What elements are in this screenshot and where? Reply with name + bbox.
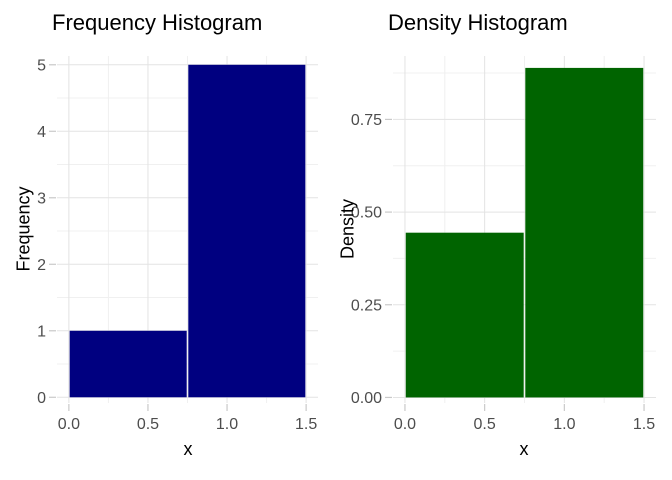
- x-tick-label: 1.0: [553, 416, 575, 433]
- y-tick-label: 5: [37, 57, 46, 74]
- histogram-bar: [405, 232, 524, 398]
- x-tick-label: 0.0: [394, 416, 416, 433]
- y-tick-label: 4: [37, 124, 46, 141]
- density-x-axis-title: x: [519, 439, 529, 459]
- y-tick-label: 0.75: [351, 112, 382, 129]
- x-tick-label: 0.5: [474, 416, 496, 433]
- x-tick-label: 1.0: [216, 416, 238, 433]
- x-tick-label: 1.5: [295, 416, 317, 433]
- y-tick-label: 2: [37, 257, 46, 274]
- y-tick-label: 3: [37, 190, 46, 207]
- histogram-bar: [188, 64, 306, 398]
- y-tick-label: 0.25: [351, 297, 382, 314]
- histogram-bar: [525, 67, 644, 398]
- density-y-axis-title: Density: [337, 198, 358, 260]
- x-tick-label: 1.5: [633, 416, 655, 433]
- y-tick-label: 0: [37, 390, 46, 407]
- frequency-y-axis-title: Frequency: [13, 186, 34, 272]
- density-chart-title: Density Histogram: [388, 10, 568, 35]
- y-tick-label: 1: [37, 323, 46, 340]
- y-tick-label: 0.00: [351, 390, 382, 407]
- y-tick-label: 0.50: [351, 205, 382, 222]
- histogram-bar: [69, 330, 187, 398]
- frequency-x-axis-title: x: [183, 439, 193, 459]
- x-tick-label: 0.0: [58, 416, 80, 433]
- x-tick-label: 0.5: [137, 416, 159, 433]
- frequency-chart-title: Frequency Histogram: [52, 10, 263, 35]
